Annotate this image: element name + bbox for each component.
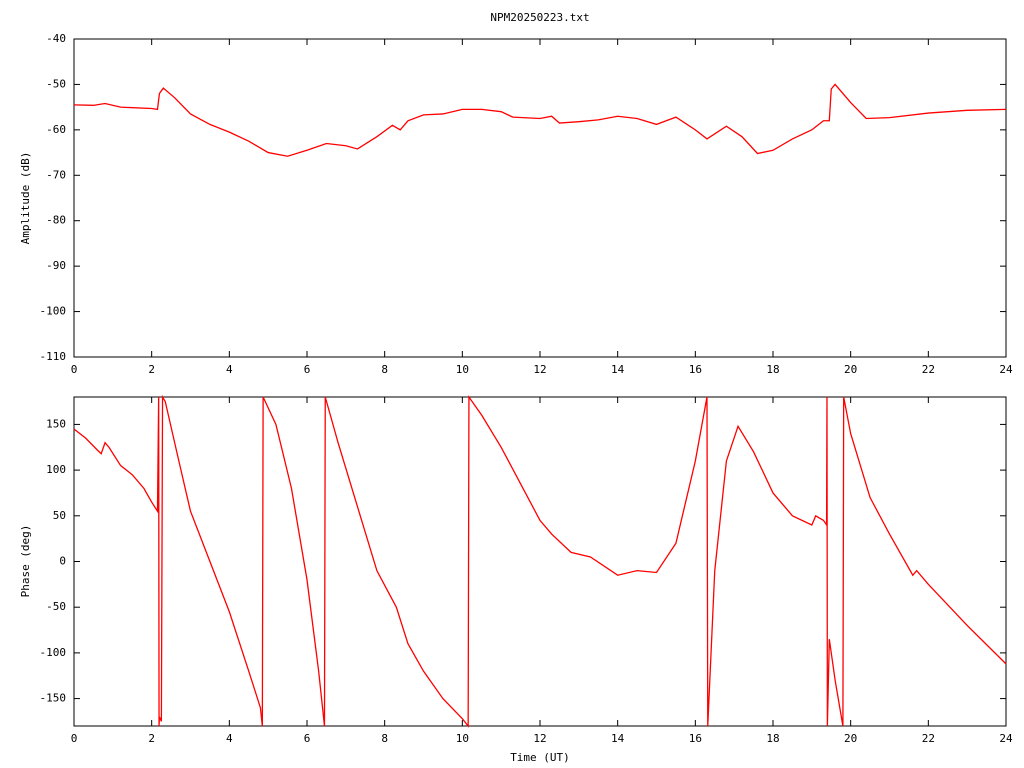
y-axis-label: Phase (deg) bbox=[19, 525, 32, 598]
y-tick-label: -70 bbox=[46, 168, 66, 181]
x-tick-label: 18 bbox=[766, 363, 779, 376]
y-tick-label: -50 bbox=[46, 77, 66, 90]
x-tick-label: 20 bbox=[844, 732, 857, 745]
data-line bbox=[73, 83, 1007, 157]
y-tick-label: 100 bbox=[46, 463, 66, 476]
y-tick-label: 150 bbox=[46, 417, 66, 430]
x-tick-label: 16 bbox=[689, 732, 702, 745]
x-tick-label: 20 bbox=[844, 363, 857, 376]
x-tick-label: 22 bbox=[922, 363, 935, 376]
plot-frame bbox=[73, 38, 1007, 358]
x-tick-label: 4 bbox=[226, 363, 233, 376]
x-tick-label: 18 bbox=[766, 732, 779, 745]
y-tick-label: -100 bbox=[40, 646, 67, 659]
x-tick-label: 2 bbox=[148, 363, 155, 376]
y-tick-label: -80 bbox=[46, 214, 66, 227]
x-tick-label: 6 bbox=[304, 732, 311, 745]
y-tick-label: -50 bbox=[46, 600, 66, 613]
chart-title: NPM20250223.txt bbox=[490, 11, 589, 24]
y-tick-label: -100 bbox=[40, 305, 67, 318]
x-tick-label: 0 bbox=[71, 732, 78, 745]
y-axis-label: Amplitude (dB) bbox=[19, 152, 32, 245]
plot-frame bbox=[73, 396, 1007, 727]
x-tick-label: 10 bbox=[456, 732, 469, 745]
x-tick-label: 12 bbox=[533, 363, 546, 376]
x-tick-label: 16 bbox=[689, 363, 702, 376]
x-axis-label: Time (UT) bbox=[510, 751, 570, 764]
x-tick-label: 6 bbox=[304, 363, 311, 376]
x-tick-label: 10 bbox=[456, 363, 469, 376]
x-tick-label: 8 bbox=[381, 363, 388, 376]
y-tick-label: -60 bbox=[46, 123, 66, 136]
y-tick-label: -40 bbox=[46, 32, 66, 45]
x-tick-label: 14 bbox=[611, 732, 625, 745]
y-tick-label: -150 bbox=[40, 692, 67, 705]
x-tick-label: 22 bbox=[922, 732, 935, 745]
x-tick-label: 8 bbox=[381, 732, 388, 745]
x-tick-label: 2 bbox=[148, 732, 155, 745]
x-tick-label: 12 bbox=[533, 732, 546, 745]
x-tick-label: 4 bbox=[226, 732, 233, 745]
x-tick-label: 0 bbox=[71, 363, 78, 376]
y-tick-label: -90 bbox=[46, 259, 66, 272]
y-tick-label: 0 bbox=[59, 555, 66, 568]
y-tick-label: -110 bbox=[40, 350, 67, 363]
x-tick-label: 14 bbox=[611, 363, 625, 376]
y-tick-label: 50 bbox=[53, 509, 66, 522]
data-line bbox=[73, 394, 1007, 728]
x-tick-label: 24 bbox=[999, 363, 1013, 376]
x-tick-label: 24 bbox=[999, 732, 1013, 745]
